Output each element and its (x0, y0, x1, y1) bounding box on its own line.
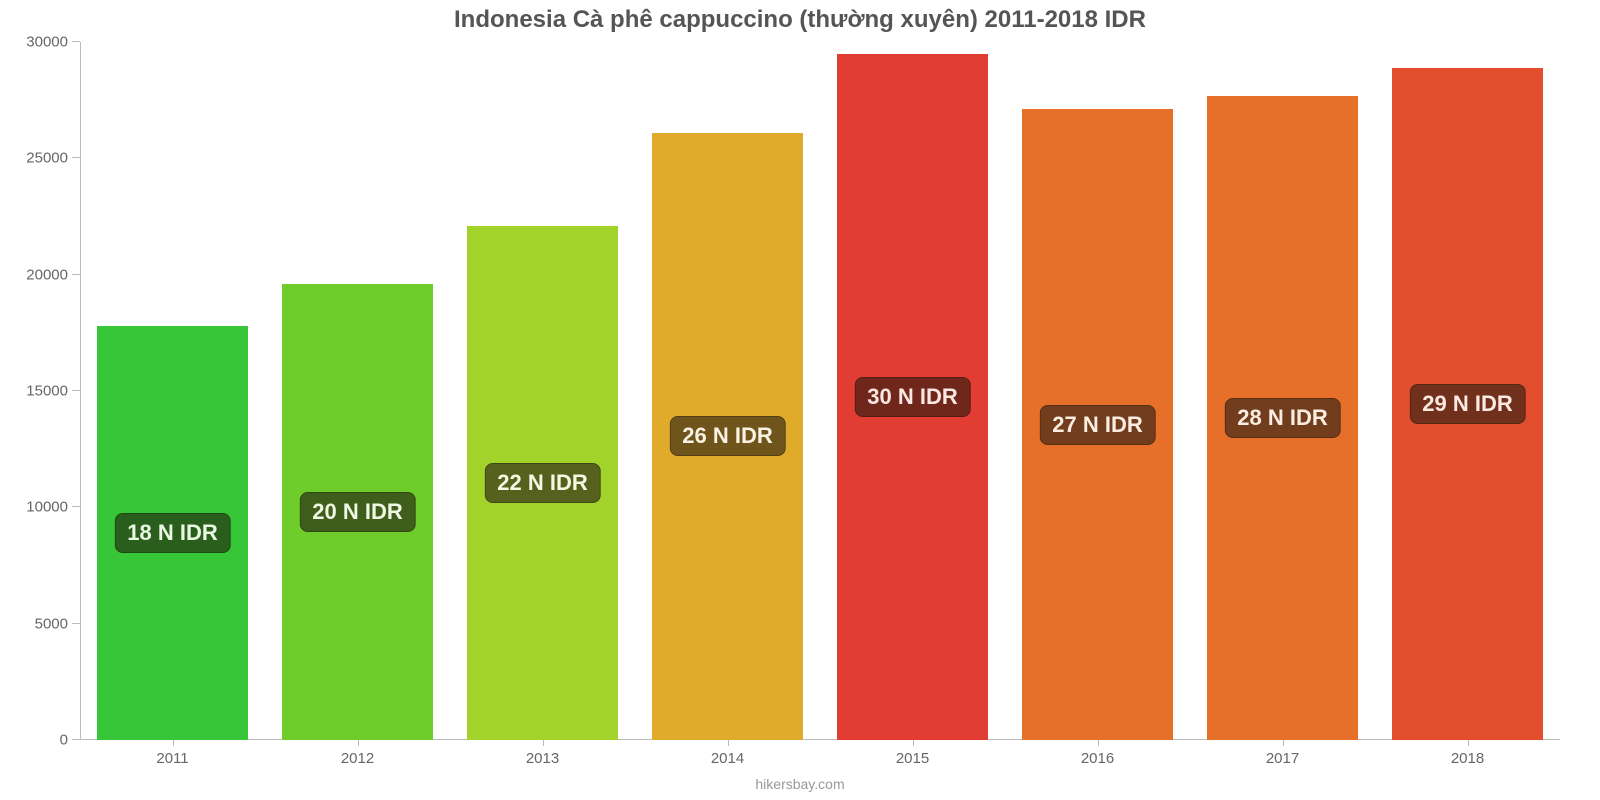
bar-slot: 20 N IDR2012 (265, 42, 450, 740)
y-tick (72, 623, 80, 624)
x-tick-label: 2018 (1451, 750, 1484, 767)
y-tick-label: 20000 (26, 266, 68, 283)
bar-value-label: 26 N IDR (669, 416, 785, 456)
bar-slot: 22 N IDR2013 (450, 42, 635, 740)
x-tick-label: 2016 (1081, 750, 1114, 767)
x-tick-label: 2012 (341, 750, 374, 767)
plot-area: 18 N IDR201120 N IDR201222 N IDR201326 N… (80, 42, 1560, 740)
bar: 29 N IDR (1392, 68, 1544, 740)
bar-slot: 28 N IDR2017 (1190, 42, 1375, 740)
x-tick (173, 740, 174, 746)
bars-row: 18 N IDR201120 N IDR201222 N IDR201326 N… (80, 42, 1560, 740)
bar-slot: 27 N IDR2016 (1005, 42, 1190, 740)
y-tick-label: 10000 (26, 499, 68, 516)
y-tick (72, 739, 80, 740)
y-tick-label: 5000 (35, 615, 68, 632)
x-tick (543, 740, 544, 746)
x-tick-label: 2013 (526, 750, 559, 767)
x-tick (913, 740, 914, 746)
bar-value-label: 29 N IDR (1409, 384, 1525, 424)
y-tick-label: 0 (60, 732, 68, 749)
bar-value-label: 27 N IDR (1039, 405, 1155, 445)
bar-value-label: 28 N IDR (1224, 398, 1340, 438)
y-tick (72, 506, 80, 507)
y-tick (72, 157, 80, 158)
bar-value-label: 30 N IDR (854, 377, 970, 417)
x-tick (1468, 740, 1469, 746)
bar-slot: 26 N IDR2014 (635, 42, 820, 740)
x-tick (728, 740, 729, 746)
bar: 22 N IDR (467, 226, 619, 740)
bar-slot: 18 N IDR2011 (80, 42, 265, 740)
attribution: hikersbay.com (0, 776, 1600, 792)
x-tick-label: 2011 (156, 750, 188, 767)
y-tick (72, 274, 80, 275)
y-tick-label: 25000 (26, 150, 68, 167)
bar-value-label: 22 N IDR (484, 463, 600, 503)
bar: 28 N IDR (1207, 96, 1359, 740)
x-tick-label: 2014 (711, 750, 744, 767)
x-tick (358, 740, 359, 746)
x-tick-label: 2017 (1266, 750, 1299, 767)
chart-container: Indonesia Cà phê cappuccino (thường xuyê… (0, 0, 1600, 800)
x-tick-label: 2015 (896, 750, 929, 767)
bar-value-label: 20 N IDR (299, 492, 415, 532)
bar: 20 N IDR (282, 284, 434, 740)
bar: 18 N IDR (97, 326, 249, 740)
x-tick (1098, 740, 1099, 746)
x-tick (1283, 740, 1284, 746)
bar: 27 N IDR (1022, 109, 1174, 740)
y-tick (72, 390, 80, 391)
bar-slot: 29 N IDR2018 (1375, 42, 1560, 740)
bar-value-label: 18 N IDR (114, 513, 230, 553)
bar-slot: 30 N IDR2015 (820, 42, 1005, 740)
y-tick-label: 30000 (26, 34, 68, 51)
y-tick (72, 41, 80, 42)
bar: 30 N IDR (837, 54, 989, 740)
bar: 26 N IDR (652, 133, 804, 740)
chart-title: Indonesia Cà phê cappuccino (thường xuyê… (0, 6, 1600, 34)
y-tick-label: 15000 (26, 383, 68, 400)
